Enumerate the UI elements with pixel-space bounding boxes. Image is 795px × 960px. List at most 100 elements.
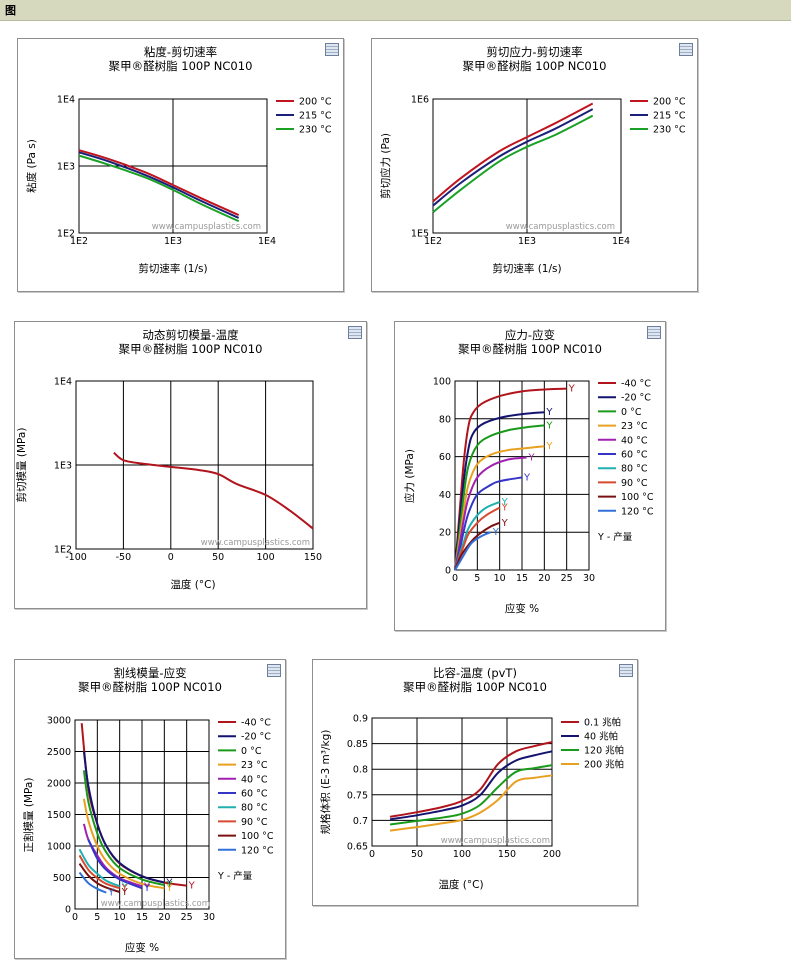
top-bar: 图	[0, 0, 791, 21]
y-tick-label: 60	[439, 452, 451, 463]
y-axis-label: 粘度 (Pa s)	[25, 139, 38, 193]
legend-entry: 40 °C	[621, 435, 648, 446]
legend-entry: 100 °C	[621, 492, 654, 503]
legend-note: Y - 产量	[597, 531, 633, 543]
y-tick-label: 80	[439, 414, 451, 425]
series-line	[432, 114, 594, 213]
yield-marker: Y	[188, 881, 196, 892]
series-line	[87, 839, 143, 890]
legend-entry: 23 °C	[621, 421, 648, 432]
legend-entry: 120 °C	[621, 506, 654, 517]
yield-marker: Y	[165, 883, 173, 894]
x-tick-label: 1E2	[424, 236, 442, 247]
x-tick-label: 50	[411, 849, 423, 860]
y-tick-label: 0.75	[347, 790, 368, 801]
grid-view-icon[interactable]	[267, 664, 281, 677]
y-tick-label: 1E4	[57, 95, 75, 106]
chart-title: 割线模量-应变	[113, 666, 187, 680]
grid-view-icon[interactable]	[325, 43, 339, 56]
grid-view-icon[interactable]	[679, 43, 693, 56]
series-line	[78, 151, 240, 219]
series-line	[389, 741, 553, 818]
grid-view-icon[interactable]	[619, 664, 633, 677]
x-tick-label: 1E3	[164, 236, 182, 247]
legend-entry: 215 °C	[653, 111, 686, 122]
grid-view-icon[interactable]	[647, 326, 661, 339]
yield-marker: Y	[527, 453, 535, 464]
legend-entry: 90 °C	[621, 478, 648, 489]
y-tick-label: 500	[53, 873, 71, 884]
series-line	[82, 770, 165, 887]
stress-strain-chart-svg: 0 5 10 15 20 25 30 0 20 40 60 80 100 应变 % 应力 (MPa) Y -40…	[403, 377, 654, 616]
pvt-chart-panel: 比容-温度 (pvT) 聚甲®醛树脂 100P NC010 0 50 100 150 2…	[312, 659, 638, 906]
x-tick-label: 25	[561, 573, 573, 584]
y-tick-label: 1E3	[57, 162, 75, 173]
series-line	[78, 149, 240, 217]
y-tick-label: 3000	[47, 716, 71, 727]
shear-stress-chart-svg: 1E2 1E3 1E4 1E5 1E6 剪切速率 (1/s) 剪切应力 (Pa) www.ca…	[379, 95, 686, 276]
chart-title: 剪切应力-剪切速率	[486, 45, 583, 59]
x-tick-label: 10	[114, 912, 126, 923]
y-tick-label: 2500	[47, 747, 71, 758]
series-line	[82, 751, 165, 884]
x-tick-label: 5	[474, 573, 480, 584]
x-tick-label: 5	[94, 912, 100, 923]
secant-modulus-chart-svg: 0 5 10 15 20 25 30 0 500 1000 1500 2000 2500 3000 应变 %…	[22, 716, 274, 955]
x-axis-label: 温度 (°C)	[170, 578, 215, 591]
x-tick-label: 1E4	[612, 236, 630, 247]
series-line	[454, 531, 492, 571]
series-line	[78, 863, 120, 893]
secant-modulus-chart-panel: 割线模量-应变 聚甲®醛树脂 100P NC010 0 5 10 15 20 25 30 0 5…	[14, 659, 286, 959]
grid-view-icon[interactable]	[348, 326, 362, 339]
legend-entry: 40 兆帕	[584, 731, 618, 743]
x-tick-label: 30	[583, 573, 595, 584]
chart-subtitle: 聚甲®醛树脂 100P NC010	[403, 680, 547, 694]
x-tick-label: -50	[116, 552, 132, 563]
chart-title: 比容-温度 (pvT)	[433, 666, 517, 680]
x-tick-label: 200	[543, 849, 561, 860]
y-tick-label: 1E4	[54, 377, 72, 388]
legend-entry: 230 °C	[653, 125, 686, 136]
x-axis-label: 温度 (°C)	[438, 878, 483, 891]
viscosity-chart-svg: 1E2 1E3 1E4 1E2 1E3 1E4 剪切速率 (1/s) 粘度 (Pa s) www…	[25, 95, 332, 276]
y-axis-label: 正割模量 (MPa)	[22, 778, 35, 853]
chart-subtitle: 聚甲®醛树脂 100P NC010	[462, 59, 607, 73]
x-tick-label: 0	[452, 573, 458, 584]
y-tick-label: 1E2	[54, 545, 72, 556]
chart-title: 应力-应变	[504, 328, 556, 342]
legend-entry: 200 °C	[299, 97, 332, 108]
yield-marker: Y	[523, 472, 531, 483]
legend-entry: -20 °C	[241, 732, 271, 743]
yield-marker: Y	[501, 518, 509, 529]
x-tick-label: 25	[181, 912, 193, 923]
x-tick-label: 10	[494, 573, 506, 584]
x-tick-label: 100	[453, 849, 471, 860]
legend-entry: 230 °C	[299, 125, 332, 136]
y-tick-label: 1E2	[57, 229, 75, 240]
yield-marker: Y	[143, 881, 151, 892]
yield-marker: Y	[165, 878, 173, 889]
x-tick-label: -100	[65, 552, 87, 563]
x-tick-label: 1E4	[258, 236, 276, 247]
pvt-chart-svg: 0 50 100 150 200 0.65 0.7 0.75 0.8 0.85 0.9 温度 (°C)…	[319, 714, 624, 892]
y-tick-label: 100	[433, 377, 451, 388]
y-tick-label: 1E5	[411, 229, 429, 240]
legend-entry: 60 °C	[621, 450, 648, 461]
top-bar-title: 图	[5, 4, 16, 17]
legend-entry: 80 °C	[621, 464, 648, 475]
x-tick-label: 0	[369, 849, 375, 860]
y-axis-label: 剪切模量 (MPa)	[15, 428, 28, 503]
x-tick-label: 15	[136, 912, 148, 923]
x-axis-label: 应变 %	[125, 941, 159, 954]
yield-marker: Y	[545, 420, 553, 431]
legend-entry: 90 °C	[241, 817, 268, 828]
yield-marker: Y	[107, 888, 115, 899]
y-tick-label: 0.7	[353, 816, 368, 827]
series-line	[389, 764, 553, 826]
watermark-text: www.campusplastics.com	[152, 222, 261, 232]
series-line	[389, 774, 553, 832]
dynamic-shear-modulus-chart-svg: -100 -50 0 50 100 150 1E2 1E3 1E4 温度 (°C) 剪切模量 (MP…	[15, 377, 322, 592]
legend-entry: 215 °C	[299, 111, 332, 122]
y-tick-label: 0	[65, 905, 71, 916]
x-axis-label: 剪切速率 (1/s)	[138, 262, 207, 275]
